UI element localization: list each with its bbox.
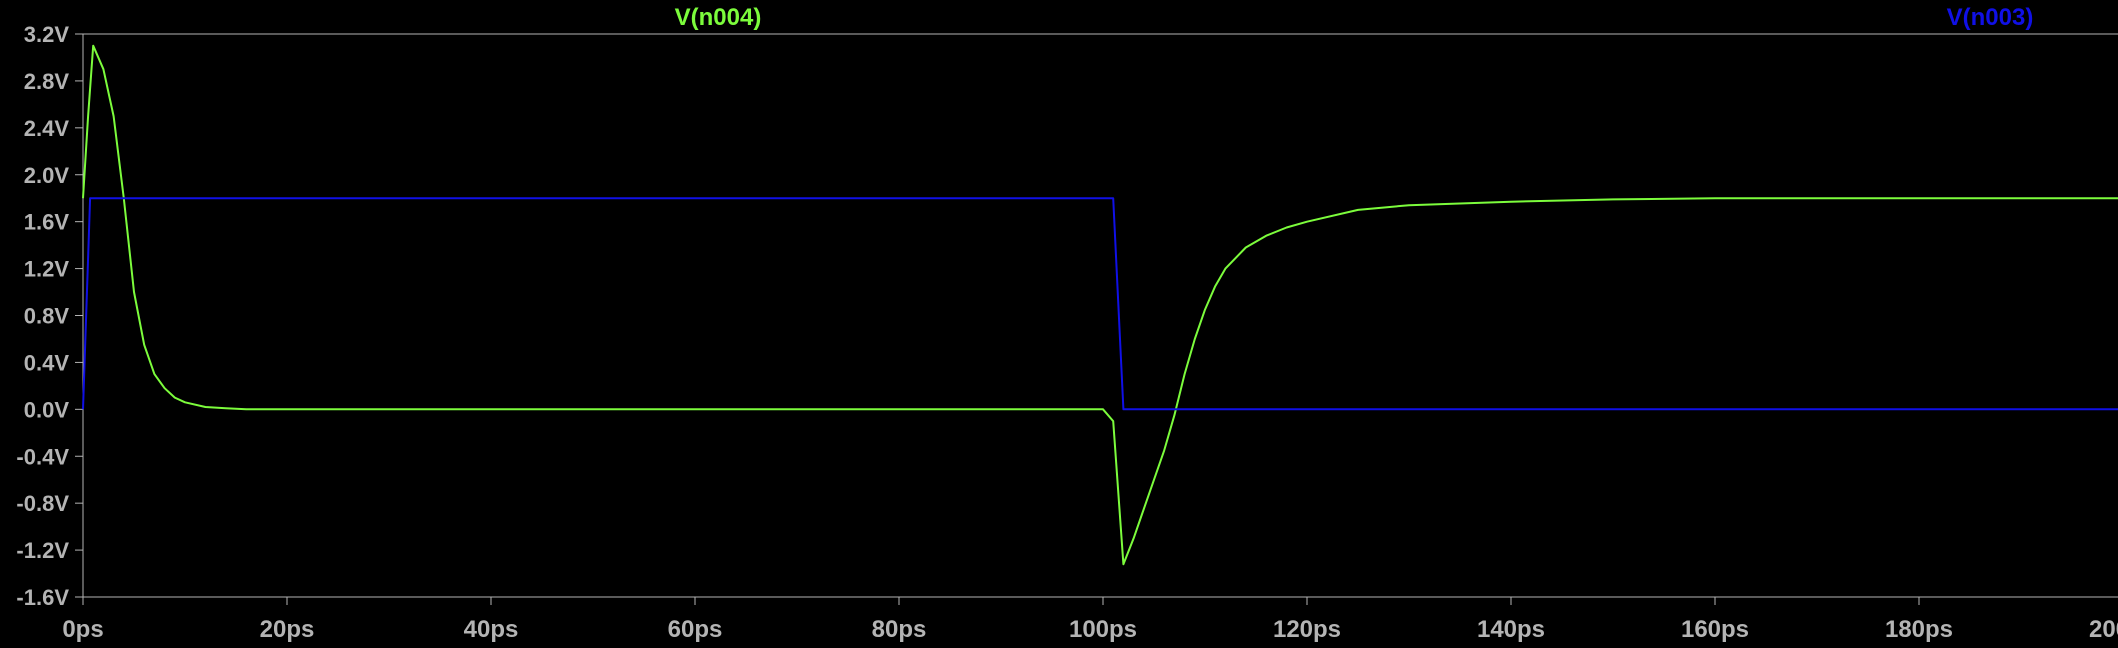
y-tick-label: -0.4V [16, 444, 69, 469]
x-tick-label: 200ps [2089, 616, 2118, 643]
y-tick-label: 0.8V [24, 304, 70, 329]
y-tick-label: 2.8V [24, 69, 70, 94]
legend-label-v-n004[interactable]: V(n004) [675, 4, 762, 31]
x-tick-label: 40ps [464, 616, 519, 643]
y-tick-label: 3.2V [24, 22, 70, 47]
y-tick-label: -0.8V [16, 491, 69, 516]
legend-layer: V(n004) V(n003) [675, 4, 2034, 31]
y-tick-label: 2.4V [24, 116, 70, 141]
y-tick-label: -1.2V [16, 538, 69, 563]
x-tick-label: 120ps [1273, 616, 1341, 643]
legend-label-v-n003[interactable]: V(n003) [1947, 4, 2034, 31]
axes-layer: 3.2V 2.8V 2.4V 2.0V 1.6V 1.2V 0.8V 0.4V 0.0V -0.4… [16, 22, 2118, 643]
x-tick-label: 140ps [1477, 616, 1545, 643]
x-tick-label: 20ps [260, 616, 315, 643]
y-tick-label: 0.4V [24, 350, 70, 375]
y-tick-label: 2.0V [24, 163, 70, 188]
trace-v-n004[interactable] [82, 44, 2118, 566]
x-tick-label: 100ps [1069, 616, 1137, 643]
x-tick-label: 0ps [62, 616, 103, 643]
y-tick-label: 1.2V [24, 257, 70, 282]
y-tick-label: 0.0V [24, 397, 70, 422]
x-tick-label: 160ps [1681, 616, 1749, 643]
x-tick-label: 60ps [668, 616, 723, 643]
y-tick-label: -1.6V [16, 585, 69, 610]
y-tick-label: 1.6V [24, 210, 70, 235]
x-tick-label: 80ps [872, 616, 927, 643]
trace-v-n003[interactable] [82, 197, 2118, 411]
x-tick-label: 180ps [1885, 616, 1953, 643]
traces-layer [82, 44, 2118, 566]
